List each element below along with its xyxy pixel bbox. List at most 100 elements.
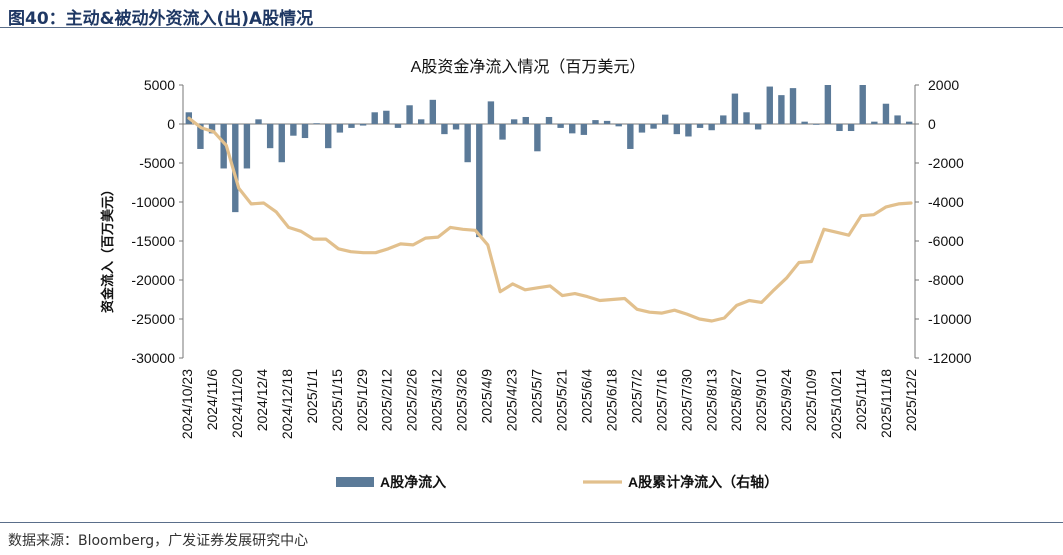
bar	[487, 101, 495, 124]
bar	[720, 115, 727, 124]
legend-bar-label: A股净流入	[380, 474, 446, 490]
axes: 50000-5000-10000-15000-20000-25000-30000…	[131, 77, 971, 439]
x-tick-label: 2025/1/15	[329, 369, 345, 431]
bar	[603, 120, 611, 124]
bar	[441, 124, 448, 135]
bar	[557, 124, 564, 128]
x-tick-label: 2025/7/2	[628, 369, 644, 424]
x-tick-label: 2024/12/4	[254, 369, 270, 431]
x-tick-label: 2025/7/16	[653, 369, 669, 431]
bar	[476, 124, 483, 238]
bar	[429, 99, 437, 124]
x-tick-label: 2025/11/18	[878, 369, 894, 438]
bar	[754, 124, 762, 130]
bar	[569, 124, 576, 134]
y2-tick-label: 2000	[928, 77, 959, 93]
x-tick-label: 2025/4/9	[479, 369, 495, 424]
figure-title: 图40：主动&被动外资流入(出)A股情况	[8, 9, 314, 29]
bar	[580, 124, 588, 135]
bar	[534, 124, 541, 152]
legend: A股净流入 A股累计净流入（右轴）	[336, 474, 778, 490]
x-tick-label: 2024/10/23	[179, 369, 195, 439]
y2-tick-label: -6000	[928, 233, 964, 249]
bar	[499, 124, 506, 140]
cumulative-line	[187, 116, 913, 323]
bar	[464, 124, 471, 163]
bar	[266, 124, 274, 149]
x-tick-label: 2025/9/10	[753, 369, 769, 431]
bar	[197, 124, 204, 149]
bar	[847, 124, 855, 132]
x-tick-label: 2025/5/21	[553, 369, 569, 431]
y2-tick-label: -12000	[928, 350, 972, 366]
x-tick-label: 2025/6/18	[603, 369, 619, 431]
bar	[278, 124, 285, 163]
bar	[232, 124, 239, 213]
x-tick-label: 2025/3/12	[429, 369, 445, 431]
source-note: 数据来源：Bloomberg，广发证券发展研究中心	[8, 533, 309, 549]
bar	[813, 124, 820, 125]
x-tick-label: 2025/2/26	[404, 369, 420, 431]
x-tick-label: 2025/6/4	[578, 369, 594, 424]
x-tick-label: 2025/8/13	[703, 369, 719, 431]
bar	[743, 112, 750, 124]
bar	[627, 124, 634, 149]
bar	[290, 124, 297, 136]
y-tick-label: -30000	[131, 350, 175, 366]
bar	[696, 124, 704, 128]
bar	[731, 93, 739, 124]
bar	[824, 85, 832, 124]
y2-tick-label: -8000	[928, 272, 964, 288]
bar	[208, 124, 216, 134]
x-tick-label: 2025/3/26	[454, 369, 470, 431]
bar	[638, 124, 646, 133]
y2-tick-label: -4000	[928, 194, 964, 210]
y-axis-label: 资金流入（百万美元）	[100, 183, 115, 313]
bar	[673, 124, 681, 135]
bar	[301, 124, 309, 139]
bar	[510, 119, 518, 124]
x-tick-label: 2024/11/6	[204, 369, 220, 430]
x-tick-label: 2025/10/21	[828, 369, 844, 439]
bar	[836, 124, 843, 132]
top-rule	[0, 27, 1063, 28]
y-tick-label: -10000	[131, 194, 175, 210]
bar	[708, 124, 715, 131]
bar	[336, 124, 344, 133]
bar	[406, 105, 413, 124]
x-tick-label: 2024/11/20	[229, 369, 245, 438]
bar-series	[185, 85, 913, 238]
bar	[859, 85, 866, 124]
bar	[545, 116, 553, 124]
bottom-rule	[0, 522, 1063, 523]
y-tick-label: -25000	[131, 311, 175, 327]
bar	[592, 120, 599, 124]
bar	[871, 121, 878, 124]
x-tick-label: 2025/1/29	[354, 369, 370, 431]
legend-line-label: A股累计净流入（右轴）	[628, 474, 778, 490]
bar	[417, 119, 425, 124]
bar	[661, 114, 669, 124]
bar	[313, 123, 320, 125]
bar	[778, 95, 785, 124]
y2-tick-label: -2000	[928, 155, 964, 171]
x-tick-label: 2025/2/12	[379, 369, 395, 431]
bar	[615, 124, 622, 127]
x-tick-label: 2025/11/4	[853, 369, 869, 430]
bar	[325, 124, 332, 149]
chart: A股资金净流入情况（百万美元） 资金流入（百万美元） 5000 0 -5000 -10…	[100, 58, 972, 490]
y2-tick-label: -10000	[928, 311, 972, 327]
bar	[766, 86, 773, 124]
bar	[905, 121, 913, 124]
bar	[522, 116, 529, 124]
bar	[359, 124, 367, 126]
x-tick-label: 2025/8/27	[728, 369, 744, 431]
bar	[685, 124, 692, 137]
chart-title: A股资金净流入情况（百万美元）	[411, 58, 646, 76]
x-tick-label: 2025/10/9	[803, 369, 819, 431]
bar	[220, 124, 227, 169]
x-tick-label: 2025/9/24	[778, 369, 794, 431]
line-series	[187, 116, 913, 323]
x-tick-label: 2025/12/2	[903, 369, 919, 431]
bar	[394, 124, 402, 128]
